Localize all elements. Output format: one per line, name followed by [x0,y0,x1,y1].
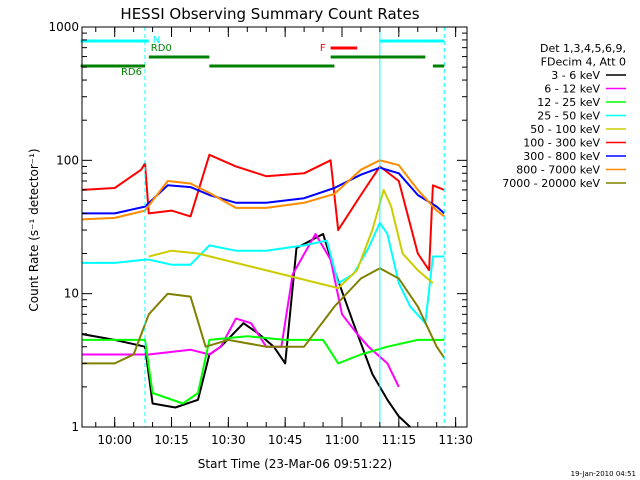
legend-label-4: 25 - 50 keV [537,110,600,123]
x-tick-label-1: 10:00 [97,433,132,447]
x-tick-label-6: 11:15 [382,433,417,447]
axis-layer: 1 10 100 1000 10:00 10:15 10:30 10:45 11:00 11:15… [48,20,472,447]
y-tick-label-1: 1 [71,420,79,434]
flag-layer: N F RD0 RD6 [80,35,445,78]
legend-label-8: 800 - 7000 keV [516,164,600,177]
chart-title: HESSI Observing Summary Count Rates [120,5,419,23]
flag-label-n: N [153,35,160,46]
series-line-9 [82,267,446,365]
flag-label-rd6: RD6 [121,67,142,78]
x-axis-label: Start Time (23-Mar-06 09:51:22) [198,457,392,471]
x-tick-label-2: 10:15 [154,433,189,447]
legend-label-9: 7000 - 20000 keV [502,177,600,190]
y-axis-label: Count Rate (s⁻¹ detector⁻¹) [27,148,41,311]
x-tick-label-7: 11:30 [438,433,473,447]
legend-header-line-2: FDecim 4, Att 0 [541,56,626,69]
legend: Det 1,3,4,5,6,9,FDecim 4, Att 03 - 6 keV… [502,42,626,190]
series-line-1 [82,233,411,427]
legend-label-3: 12 - 25 keV [537,96,600,109]
flag-label-f: F [320,43,326,54]
x-tick-label-5: 11:00 [325,433,360,447]
legend-label-6: 100 - 300 keV [523,137,600,150]
legend-label-5: 50 - 100 keV [530,123,600,136]
plot-timestamp: 19-Jan-2010 04:51 [571,470,636,478]
series-line-4 [82,221,445,325]
series-line-3 [82,335,445,405]
x-tick-label-3: 10:30 [211,433,246,447]
series-line-2 [82,233,400,388]
legend-label-7: 300 - 800 keV [523,150,600,163]
y-tick-label-2: 10 [64,287,79,301]
legend-label-2: 6 - 12 keV [544,83,600,96]
y-tick-label-3: 100 [56,153,79,167]
plot-frame [81,26,468,428]
y-tick-label-4: 1000 [48,20,79,34]
series-line-6 [82,153,445,272]
marker-layer [144,27,445,427]
x-tick-label-4: 10:45 [268,433,303,447]
legend-label-1: 3 - 6 keV [551,69,600,82]
series-layer [82,153,446,427]
legend-header-line-1: Det 1,3,4,5,6,9, [540,42,626,55]
flag-label-rd0: RD0 [151,43,172,54]
series-line-5 [148,188,434,290]
series-line-8 [82,159,445,221]
